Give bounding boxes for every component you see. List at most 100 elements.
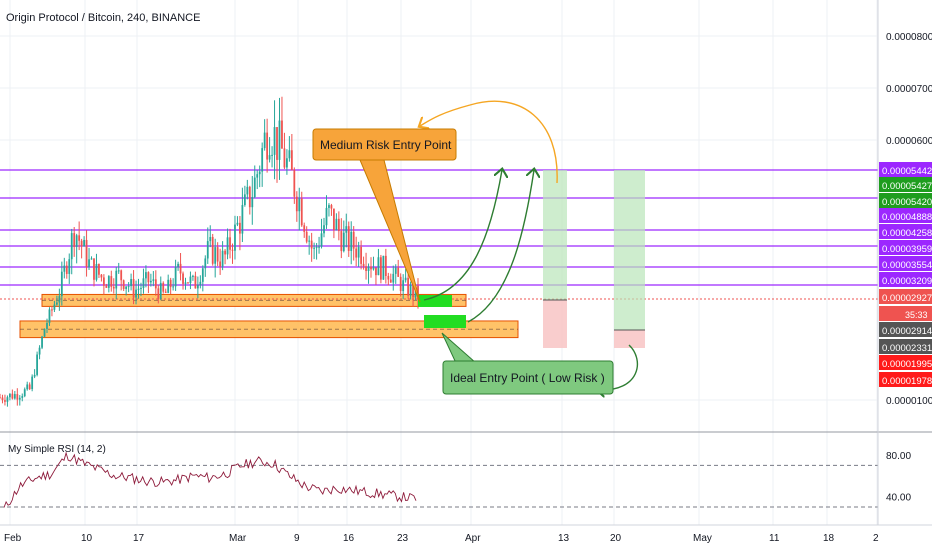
candle-body xyxy=(60,271,63,297)
position-boxes xyxy=(543,170,645,348)
candle-body xyxy=(325,207,328,226)
candle-body xyxy=(115,270,118,289)
time-label: 20 xyxy=(610,533,622,544)
candle-body xyxy=(26,384,29,390)
candle-body xyxy=(412,284,414,298)
candle-body xyxy=(335,218,338,231)
price-badge xyxy=(879,208,932,223)
candle-body xyxy=(184,282,187,284)
medium-risk-callout[interactable]: Medium Risk Entry Point xyxy=(312,128,457,303)
candle-body xyxy=(295,196,298,212)
candle-body xyxy=(199,281,202,285)
candle-body xyxy=(85,239,88,267)
rsi-tick-label: 40.00 xyxy=(886,493,911,504)
candle-body xyxy=(392,273,395,283)
candle-body xyxy=(345,226,348,233)
price-badge-label: 0.00002914 xyxy=(882,326,932,337)
candle-body xyxy=(258,171,261,175)
candle-body xyxy=(70,233,73,260)
candle-body xyxy=(196,284,199,289)
candle-body xyxy=(83,239,85,247)
candle-body xyxy=(313,247,316,249)
price-badge xyxy=(879,372,932,387)
candle-body xyxy=(189,276,192,284)
candle-body xyxy=(384,255,387,276)
candle-body xyxy=(266,132,269,160)
price-badge-label: 0.00002927 xyxy=(882,293,932,304)
candle-body xyxy=(372,267,375,270)
price-badge xyxy=(879,224,932,239)
candle-body xyxy=(68,259,71,274)
rsi-line xyxy=(3,451,417,508)
position-target-box xyxy=(543,170,567,300)
candle-body xyxy=(224,250,226,255)
candle-body xyxy=(38,347,41,355)
candle-body xyxy=(399,276,402,292)
price-badge xyxy=(879,272,932,287)
candle-body xyxy=(310,240,313,249)
candle-body xyxy=(0,397,1,399)
candle-body xyxy=(174,266,177,287)
candle-body xyxy=(276,127,278,160)
candle-body xyxy=(256,174,259,178)
candle-body xyxy=(102,277,105,286)
candle-body xyxy=(28,384,31,390)
candle-body xyxy=(234,224,236,251)
candle-body xyxy=(33,374,36,377)
candle-body xyxy=(51,309,53,311)
candle-body xyxy=(179,263,182,274)
candle-body xyxy=(80,240,83,247)
candle-body xyxy=(271,154,273,156)
position-stop-box xyxy=(543,300,567,348)
candle-body xyxy=(53,304,56,310)
candle-body xyxy=(298,198,301,212)
candle-body xyxy=(142,278,145,288)
candle-body xyxy=(409,284,412,296)
price-badge-label: 0.00005420 xyxy=(882,197,932,208)
price-badge xyxy=(879,322,932,337)
candle-body xyxy=(21,396,24,398)
price-badge xyxy=(879,306,932,321)
candle-body xyxy=(18,397,21,400)
candle-body xyxy=(241,205,244,234)
candle-body xyxy=(216,247,219,262)
price-badge-label: 0.00005427 xyxy=(882,181,932,192)
price-badge xyxy=(879,256,932,271)
candle-body xyxy=(154,279,157,289)
candle-body xyxy=(58,296,61,303)
ideal-entry-callout[interactable]: Ideal Entry Point ( Low Risk ) xyxy=(441,332,614,395)
arrow-green-2 xyxy=(467,170,534,323)
candle-body xyxy=(293,170,296,197)
candle-body xyxy=(137,288,140,290)
candle-body xyxy=(365,266,367,272)
time-label: 17 xyxy=(133,533,145,544)
candle-body xyxy=(65,265,68,274)
price-badge xyxy=(879,193,932,208)
candle-body xyxy=(261,148,264,172)
candle-body xyxy=(48,309,51,323)
candle-body xyxy=(78,235,81,241)
candle-body xyxy=(167,279,170,293)
price-badge xyxy=(879,339,932,354)
time-label: May xyxy=(693,533,712,544)
candle-body xyxy=(305,231,308,242)
candle-body xyxy=(273,127,276,155)
candle-body xyxy=(140,287,142,289)
candle-body xyxy=(350,231,353,251)
price-badge-label: 0.00003959 xyxy=(882,244,932,255)
candle-body xyxy=(281,120,283,149)
candle-body xyxy=(357,246,360,258)
candle-body xyxy=(13,394,16,399)
candle-body xyxy=(31,376,34,390)
time-label: 11 xyxy=(769,533,780,544)
candle-body xyxy=(323,225,325,234)
candle-body xyxy=(157,288,160,299)
arrow-orange xyxy=(420,100,558,184)
candle-body xyxy=(135,289,137,298)
price-badge-label: 0.00005442 xyxy=(882,166,932,177)
candle-body xyxy=(4,400,6,402)
candle-body xyxy=(43,328,46,337)
time-label: 2 xyxy=(873,533,879,544)
candle-body xyxy=(105,285,108,288)
